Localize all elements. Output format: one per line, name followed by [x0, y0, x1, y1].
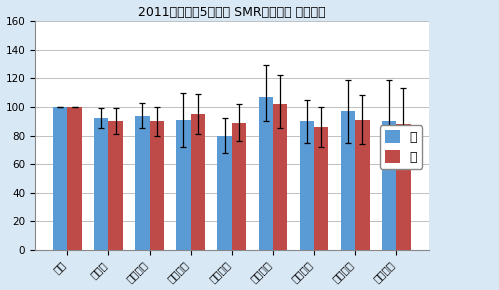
Title: 2011年中心の5年平均 SMR（心疾患 全年齢）: 2011年中心の5年平均 SMR（心疾患 全年齢） — [138, 6, 326, 19]
Bar — [176, 120, 191, 250]
Bar — [67, 107, 82, 250]
Bar — [232, 123, 246, 250]
Bar — [396, 124, 411, 250]
Bar — [382, 121, 396, 250]
Bar — [341, 111, 355, 250]
Bar — [53, 107, 67, 250]
Bar — [300, 121, 314, 250]
Legend: 男, 女: 男, 女 — [380, 125, 422, 169]
Bar — [218, 135, 232, 250]
Bar — [258, 97, 273, 250]
Bar — [191, 114, 205, 250]
Bar — [150, 121, 164, 250]
Bar — [108, 121, 123, 250]
Bar — [314, 127, 328, 250]
Bar — [355, 120, 370, 250]
Bar — [94, 118, 108, 250]
Bar — [273, 104, 287, 250]
Bar — [135, 115, 150, 250]
